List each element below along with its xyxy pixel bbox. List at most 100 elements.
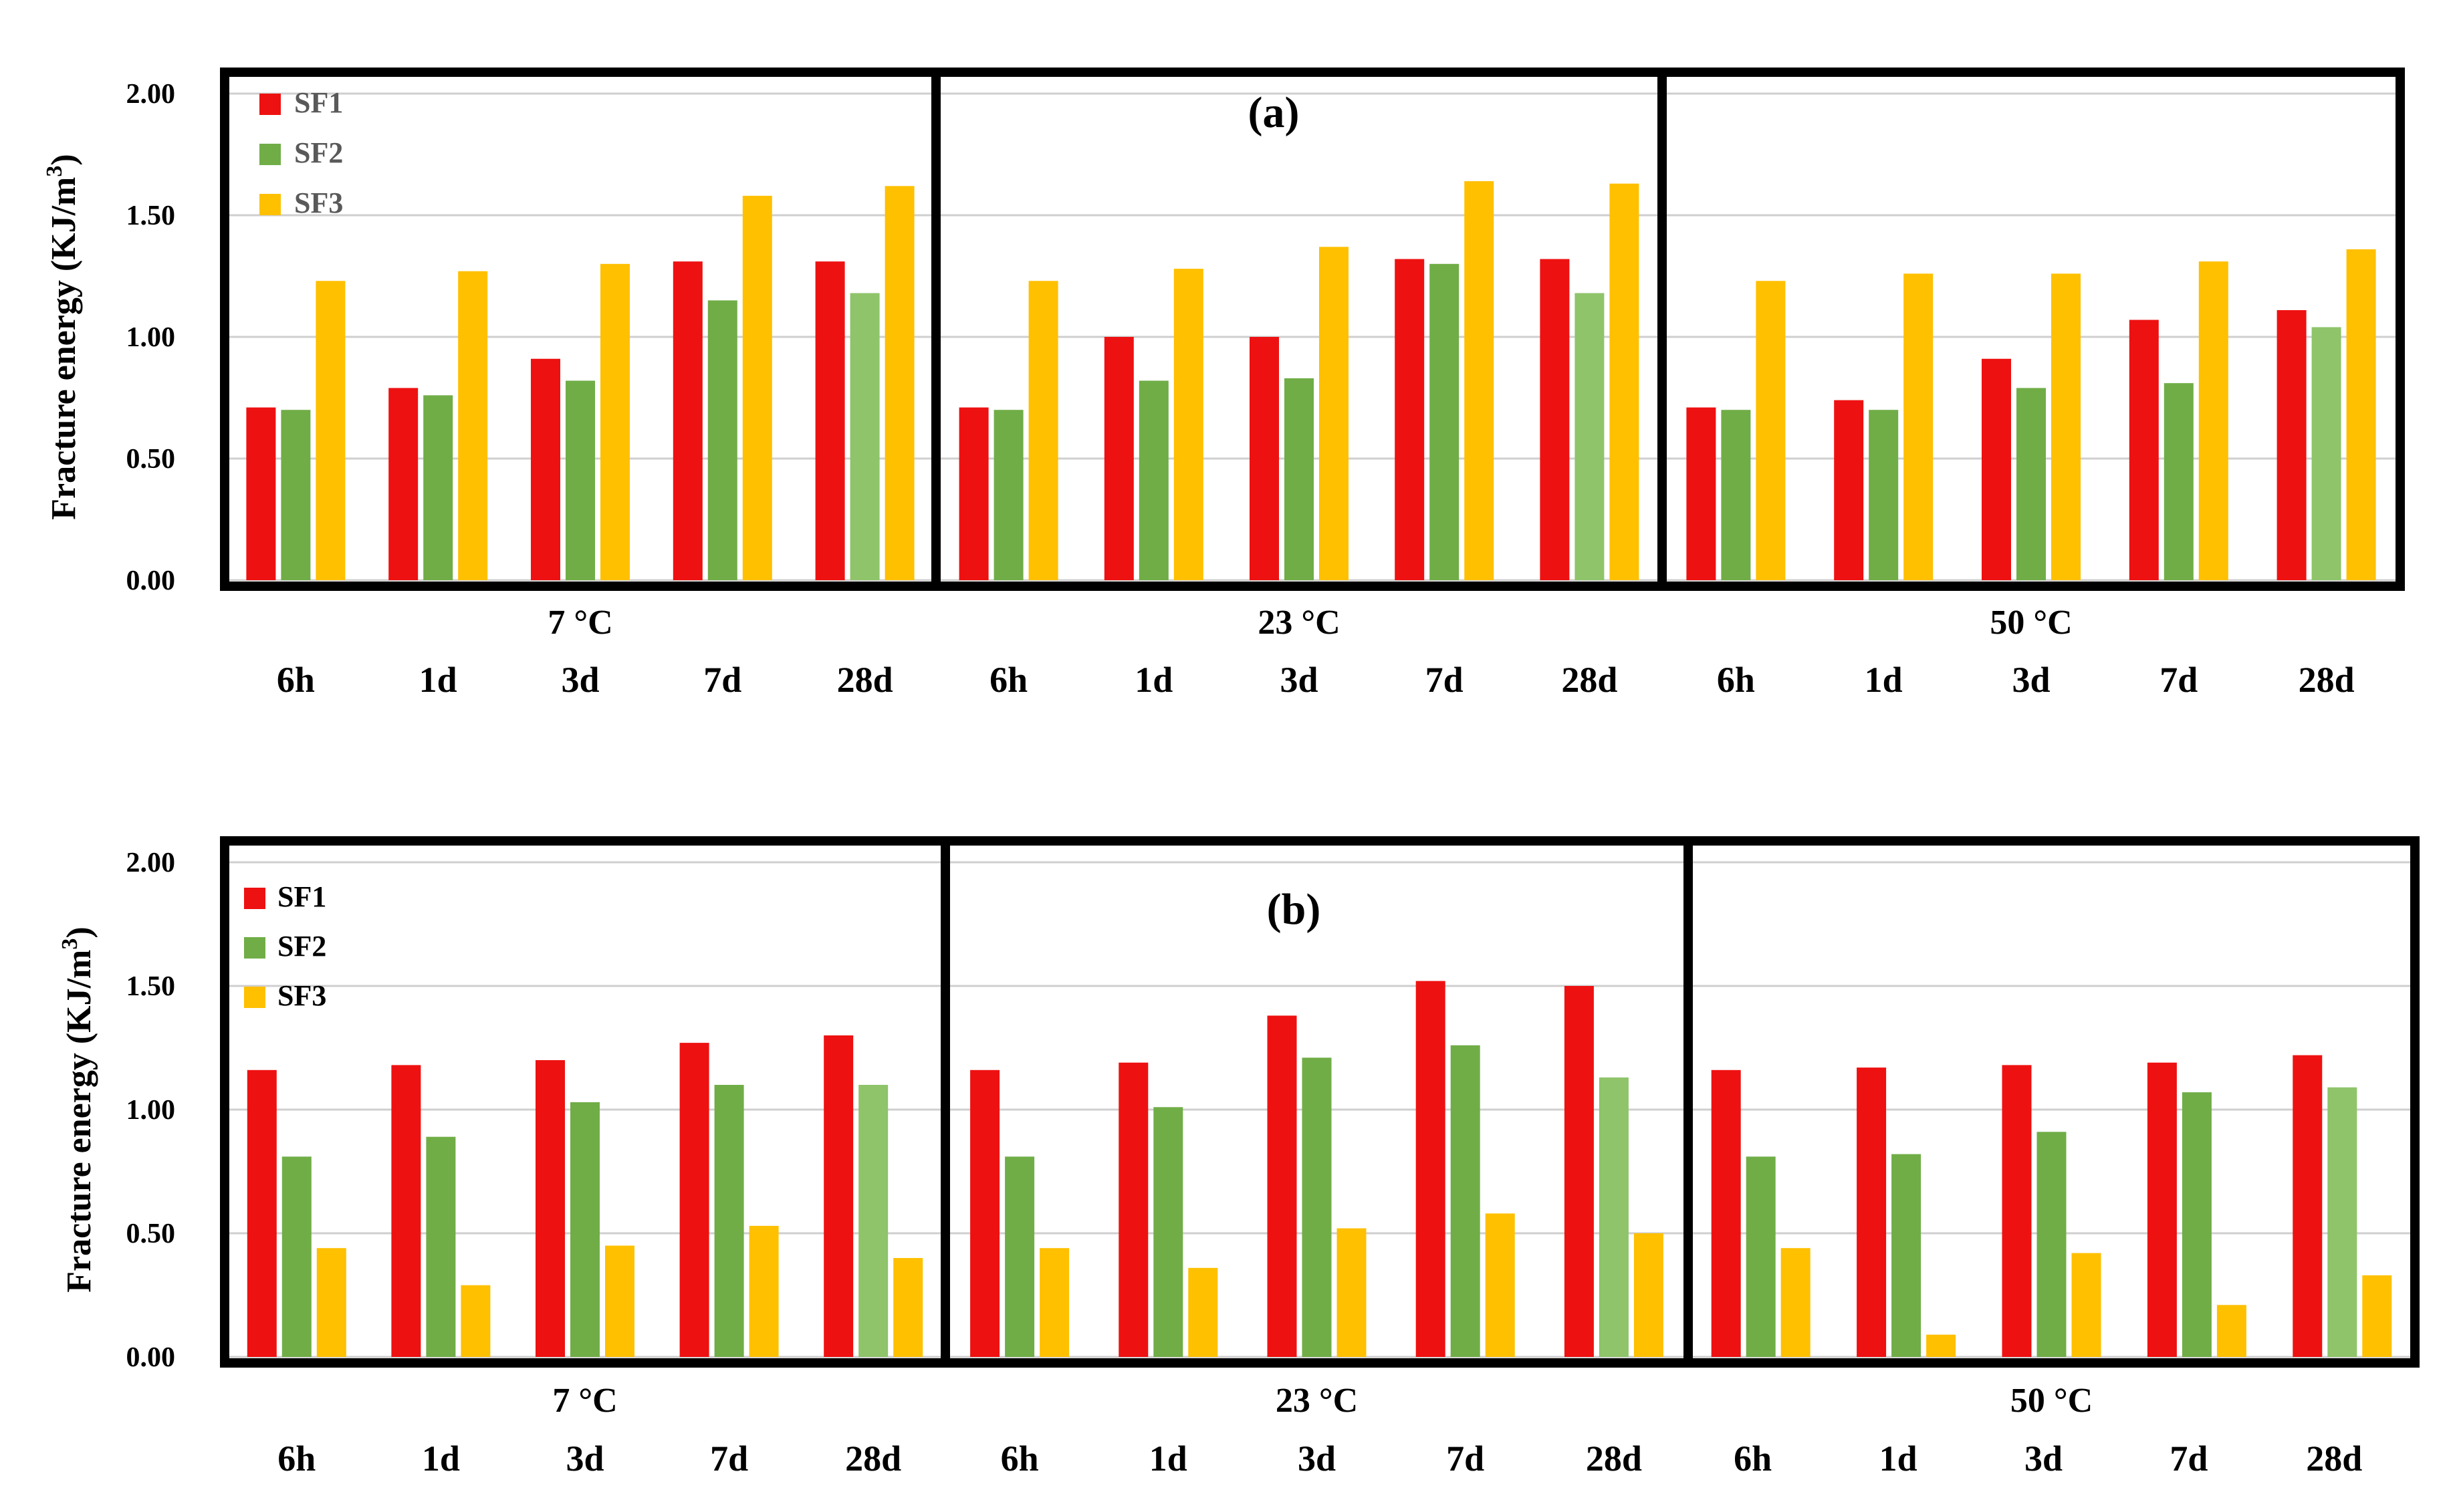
category-label: 28d	[2306, 1438, 2362, 1479]
y-tick-label: 0.50	[126, 444, 176, 475]
category-label: 3d	[1298, 1438, 1336, 1479]
category-label: 28d	[2299, 660, 2355, 700]
bar	[2051, 273, 2081, 580]
category-label: 1d	[422, 1438, 460, 1479]
bar	[1857, 1067, 1887, 1357]
bar	[1028, 281, 1058, 580]
bar	[281, 1156, 312, 1357]
y-tick-label: 2.00	[126, 79, 176, 110]
bar	[391, 1065, 421, 1357]
category-label: 6h	[1717, 660, 1755, 700]
category-label: 6h	[989, 660, 1028, 700]
legend-swatch	[244, 888, 265, 909]
bar	[1429, 263, 1460, 580]
temperature-label: 23 °C	[1276, 1382, 1358, 1420]
category-label: 7d	[710, 1438, 748, 1479]
y-tick-label: 1.50	[126, 201, 176, 231]
bar	[1336, 1228, 1367, 1357]
bar	[1780, 1248, 1811, 1357]
bar	[1250, 337, 1279, 580]
bar	[2129, 320, 2159, 580]
panel-a: 0.00 0.50 1.00 1.50 2.00 Fracture energy (KJ/…	[42, 68, 2405, 700]
bar	[1464, 181, 1494, 580]
bar	[2147, 1062, 2177, 1357]
temperature-label: 50 °C	[2010, 1382, 2093, 1420]
bar	[536, 1060, 565, 1357]
bar	[1284, 378, 1314, 580]
temperature-label: 7 °C	[552, 1382, 617, 1420]
legend-label: SF1	[294, 86, 343, 119]
bar	[1005, 1156, 1035, 1357]
bar	[1756, 281, 1786, 580]
bar	[858, 1085, 889, 1357]
bar	[1153, 1107, 1183, 1357]
panel-label: (a)	[1248, 88, 1300, 137]
bar	[605, 1245, 634, 1357]
bar	[2311, 327, 2341, 580]
category-label: 7d	[703, 660, 741, 700]
category-label: 3d	[566, 1438, 604, 1479]
bar	[714, 1085, 744, 1357]
bar	[2346, 249, 2376, 580]
category-label: 7d	[2170, 1438, 2208, 1479]
bar	[2036, 1132, 2067, 1357]
bar	[1686, 407, 1716, 580]
bar	[316, 281, 346, 580]
legend-label: SF3	[294, 186, 343, 219]
bar	[893, 1258, 923, 1357]
bar	[970, 1069, 1000, 1357]
bar	[824, 1035, 854, 1357]
bar	[423, 395, 453, 580]
category-label: 28d	[1586, 1438, 1642, 1479]
y-tick-label: 2.00	[126, 848, 176, 878]
category-label: 28d	[837, 660, 893, 700]
bar	[1104, 337, 1134, 580]
bar	[426, 1136, 456, 1357]
bar	[959, 407, 989, 580]
bar	[1869, 410, 1899, 580]
bar	[2216, 1305, 2246, 1357]
temperature-label: 50 °C	[1990, 604, 2072, 642]
category-label: 1d	[1149, 1438, 1187, 1479]
bar	[2327, 1087, 2357, 1357]
bar	[885, 186, 915, 580]
bar	[1746, 1156, 1776, 1357]
bar	[1903, 273, 1934, 580]
bar	[1926, 1334, 1956, 1357]
category-label: 1d	[419, 660, 457, 700]
category-label: 7d	[2160, 660, 2198, 700]
category-label: 6h	[277, 1438, 316, 1479]
bar	[994, 410, 1024, 580]
category-label: 1d	[1879, 1438, 1917, 1479]
bar	[566, 380, 595, 580]
temperature-label: 7 °C	[548, 604, 612, 642]
bar	[388, 388, 419, 580]
bar	[2362, 1275, 2392, 1357]
bar	[1173, 269, 1203, 580]
bar	[461, 1285, 491, 1357]
category-label: 1d	[1135, 660, 1173, 700]
bar	[1609, 183, 1639, 580]
bar	[749, 1225, 779, 1357]
bar	[1302, 1057, 1332, 1357]
bar	[1450, 1045, 1480, 1357]
category-label: 6h	[1734, 1438, 1772, 1479]
subplot-frame	[1657, 68, 2405, 591]
bar	[1721, 410, 1751, 580]
subplot-frame	[1683, 836, 2420, 1368]
bar	[1267, 1015, 1297, 1357]
y-tick-label: 1.00	[126, 322, 176, 353]
bar	[1485, 1213, 1515, 1357]
bar	[707, 300, 737, 580]
bar	[1139, 380, 1169, 580]
category-label: 3d	[561, 660, 599, 700]
bar	[1633, 1233, 1663, 1357]
category-label: 28d	[1561, 660, 1617, 700]
y-tick-label: 0.00	[126, 1342, 176, 1373]
bar	[2198, 261, 2228, 580]
legend-swatch	[259, 94, 281, 115]
y-tick-label: 0.50	[126, 1219, 176, 1249]
category-label: 6h	[1001, 1438, 1039, 1479]
legend-swatch	[259, 194, 281, 215]
